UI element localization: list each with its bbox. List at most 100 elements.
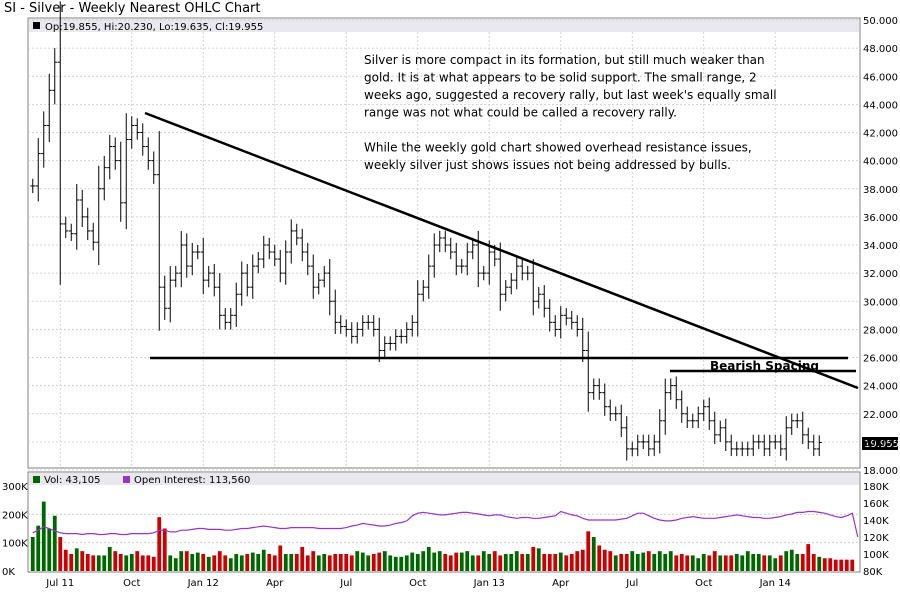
volume-bar (608, 551, 613, 571)
volume-bar (415, 554, 420, 571)
volume-bar (168, 555, 173, 571)
ohlc-bar (783, 416, 789, 461)
ohlc-bar (558, 306, 564, 339)
time-tick-label: Oct (409, 578, 426, 589)
price-tick-label: 38.000 (863, 185, 898, 196)
price-tick-label: 22.000 (863, 410, 898, 421)
volume-bar (294, 554, 299, 571)
volume-bar (762, 555, 767, 571)
volume-bar (767, 555, 772, 571)
ohlc-bars (30, 1, 822, 461)
volume-bar (613, 555, 618, 571)
volume-bar (371, 554, 376, 571)
ohlc-bar (371, 315, 377, 337)
volume-bar (443, 554, 448, 571)
volume-tick-label: 100K (2, 539, 28, 550)
ohlc-bar (129, 116, 135, 149)
ohlc-readout: Op:19.855, Hi:20.230, Lo:19.635, Cl:19.9… (45, 22, 263, 33)
volume-bar (844, 559, 849, 571)
ohlc-bar (162, 275, 168, 320)
ohlc-bar (57, 1, 63, 285)
volume-bar (575, 551, 580, 571)
ohlc-bar (96, 165, 102, 266)
volume-bar (36, 525, 41, 571)
ohlc-bar (596, 378, 602, 400)
ohlc-bar (767, 434, 773, 457)
ohlc-bar (530, 259, 536, 316)
ohlc-bar (723, 418, 729, 452)
volume-bar (437, 551, 442, 571)
volume-bar (91, 555, 96, 571)
volume-bar (597, 545, 602, 571)
volume-bar (525, 554, 530, 571)
volume-bar (327, 555, 332, 571)
ohlc-bar (123, 113, 129, 230)
ohlc-bar (805, 427, 811, 450)
volume-bar (63, 549, 68, 571)
volume-tick-label: 0K (2, 567, 15, 578)
ohlc-bar (277, 249, 283, 283)
ohlc-bar (244, 263, 250, 297)
volume-bar (80, 551, 85, 571)
volume-bar (635, 554, 640, 571)
ohlc-bar (426, 254, 432, 299)
ohlc-bar (618, 404, 624, 437)
volume-bar (828, 558, 833, 571)
volume-bar (129, 554, 134, 571)
ohlc-bar (189, 242, 195, 276)
volume-bar (751, 554, 756, 571)
volume-bar (283, 554, 288, 571)
volume-bar (426, 546, 431, 571)
ohlc-bar (464, 242, 470, 276)
ohlc-bar (525, 265, 531, 281)
volume-bar (448, 555, 453, 571)
volume-bar (553, 554, 558, 571)
ohlc-bar (717, 420, 723, 443)
price-tick-label: 34.000 (863, 241, 898, 252)
volume-bar (542, 554, 547, 571)
volume-bar (839, 559, 844, 571)
ohlc-bar (607, 399, 613, 421)
volume-bar (685, 555, 690, 571)
price-tick-label: 20.000 (863, 438, 898, 449)
ohlc-bar (288, 219, 294, 264)
ohlc-bar (756, 434, 762, 450)
volume-bar (806, 544, 811, 571)
ohlc-bar (85, 207, 91, 241)
price-tick-label: 28.000 (863, 325, 898, 336)
volume-bar (399, 556, 404, 571)
price-tick-label: 42.000 (863, 129, 898, 140)
ohlc-bar (684, 406, 690, 428)
time-tick-label: Jul (339, 578, 352, 589)
analysis-note-line: weeks ago, suggested a recovery rally, b… (364, 88, 777, 102)
volume-bar (454, 552, 459, 571)
volume-bar (184, 551, 189, 571)
volume-bar (503, 554, 508, 571)
volume-bar (784, 551, 789, 571)
volume-bar (800, 554, 805, 571)
price-tick-label: 48.000 (863, 44, 898, 55)
ohlc-bar (580, 317, 586, 363)
ohlc-bar (690, 413, 696, 428)
ohlc-bar (261, 235, 267, 269)
ohlc-bar (178, 230, 184, 288)
ohlc-bar (255, 251, 261, 274)
volume-bar (30, 537, 35, 571)
ohlc-bar (646, 434, 652, 457)
oi-tick-label: 180K (863, 482, 889, 493)
volume-bar (338, 554, 343, 571)
volume-bar (498, 555, 503, 571)
volume-bar (756, 554, 761, 571)
ohlc-bar (184, 233, 190, 278)
ohlc-bar (112, 137, 118, 170)
volume-bar (201, 554, 206, 571)
volume-bar (135, 551, 140, 571)
price-tick-label: 32.000 (863, 269, 898, 280)
ohlc-bar (107, 134, 113, 180)
ohlc-bar (206, 265, 212, 288)
volume-bar (619, 554, 624, 571)
volume-bar (723, 555, 728, 571)
volume-bar (459, 552, 464, 571)
ohlc-bar (668, 378, 674, 400)
